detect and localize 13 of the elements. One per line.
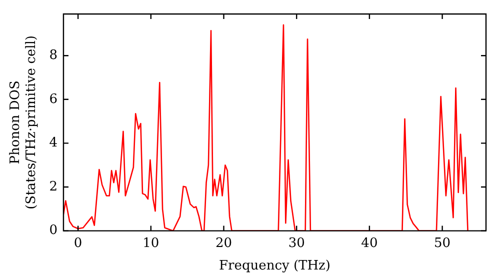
- x-tick-label: 10: [142, 236, 160, 251]
- y-tick-label: 4: [49, 136, 58, 151]
- y-tick-label: 8: [49, 48, 58, 63]
- y-tick-label: 0: [49, 223, 58, 238]
- x-tick-label: 50: [434, 236, 451, 251]
- y-tick-label: 6: [49, 92, 58, 107]
- x-tick-label: 40: [361, 236, 378, 251]
- x-axis-title: Frequency (THz): [219, 258, 330, 274]
- y-axis-title: Phonon DOS (States/THz·primitive cell): [8, 35, 39, 210]
- x-tick-label: 30: [288, 236, 305, 251]
- x-tick-label: 0: [74, 236, 82, 251]
- y-tick-label: 2: [49, 179, 58, 194]
- x-tick-label: 20: [215, 236, 232, 251]
